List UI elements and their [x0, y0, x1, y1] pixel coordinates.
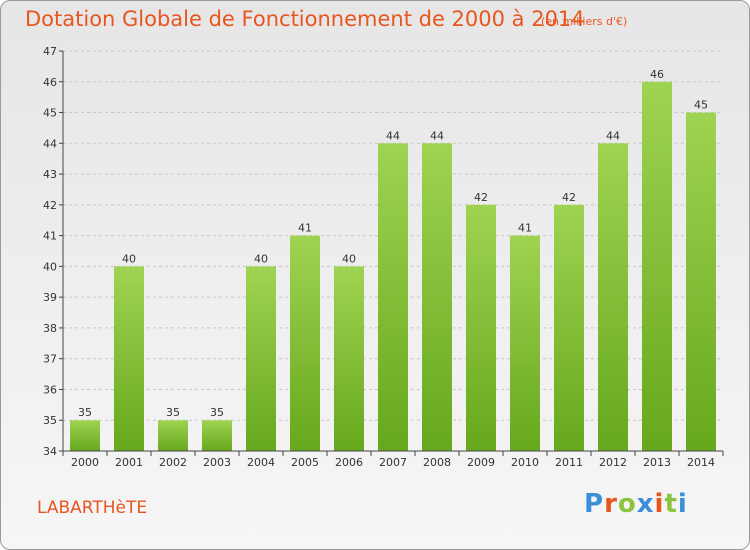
y-tick-label: 37: [43, 353, 57, 366]
x-tick-label: 2012: [599, 456, 627, 469]
bar: [378, 143, 408, 452]
bar: [158, 420, 188, 451]
bar: [510, 235, 540, 451]
bar: [290, 235, 320, 451]
data-label: 40: [254, 252, 268, 265]
bar: [114, 266, 144, 451]
y-tick-label: 44: [43, 137, 57, 150]
x-tick-label: 2007: [379, 456, 407, 469]
bar: [642, 81, 672, 452]
bar: [334, 266, 364, 451]
x-axis-ticks: 2000 2001 2002 2003 2004 2005 2006 2007 2008 2009…: [62, 451, 724, 469]
bar: [202, 420, 232, 451]
x-tick-label: 2006: [335, 456, 363, 469]
data-label: 40: [342, 252, 356, 265]
bars: [70, 81, 716, 452]
bar: [554, 204, 584, 451]
x-tick-label: 2014: [687, 456, 715, 469]
data-label: 44: [430, 129, 444, 142]
y-tick-label: 38: [43, 322, 57, 335]
x-tick-label: 2004: [247, 456, 275, 469]
y-tick-label: 47: [43, 45, 57, 58]
y-tick-label: 36: [43, 383, 57, 396]
data-label: 35: [78, 406, 92, 419]
y-tick-label: 45: [43, 107, 57, 120]
bar: [598, 143, 628, 452]
data-labels: 35 40 35 35 40 41 40 44 44 42 41 42 44 46 45: [78, 68, 708, 419]
x-tick-label: 2002: [159, 456, 187, 469]
bar: [246, 266, 276, 451]
x-tick-label: 2003: [203, 456, 231, 469]
data-label: 41: [518, 222, 532, 235]
y-tick-label: 34: [43, 445, 57, 458]
data-label: 44: [386, 129, 400, 142]
y-tick-label: 42: [43, 199, 57, 212]
y-tick-label: 35: [43, 414, 57, 427]
data-label: 40: [122, 252, 136, 265]
bar: [686, 112, 716, 452]
y-tick-label: 39: [43, 291, 57, 304]
data-label: 45: [694, 99, 708, 112]
x-tick-label: 2010: [511, 456, 539, 469]
y-tick-label: 46: [43, 76, 57, 89]
x-tick-label: 2011: [555, 456, 583, 469]
commune-name: LABARTHèTE: [37, 498, 148, 518]
y-tick-label: 43: [43, 168, 57, 181]
bar: [422, 143, 452, 452]
x-tick-label: 2000: [71, 456, 99, 469]
proxiti-logo: Proxiti: [584, 489, 688, 519]
data-label: 46: [650, 68, 664, 81]
data-label: 44: [606, 129, 620, 142]
bar: [466, 204, 496, 451]
x-tick-label: 2008: [423, 456, 451, 469]
x-tick-label: 2013: [643, 456, 671, 469]
y-axis-ticks: 34 35 36 37 38 39 40 41 42 43 44 45 46 47: [43, 45, 63, 458]
chart-title: Dotation Globale de Fonctionnement de 20…: [25, 7, 585, 31]
data-label: 35: [166, 406, 180, 419]
y-tick-label: 41: [43, 230, 57, 243]
chart-subtitle: (en milliers d'€): [541, 15, 628, 28]
x-tick-label: 2009: [467, 456, 495, 469]
y-tick-label: 40: [43, 260, 57, 273]
data-label: 41: [298, 222, 312, 235]
x-tick-label: 2001: [115, 456, 143, 469]
data-label: 42: [474, 191, 488, 204]
data-label: 42: [562, 191, 576, 204]
bar: [70, 420, 100, 451]
x-tick-label: 2005: [291, 456, 319, 469]
data-label: 35: [210, 406, 224, 419]
